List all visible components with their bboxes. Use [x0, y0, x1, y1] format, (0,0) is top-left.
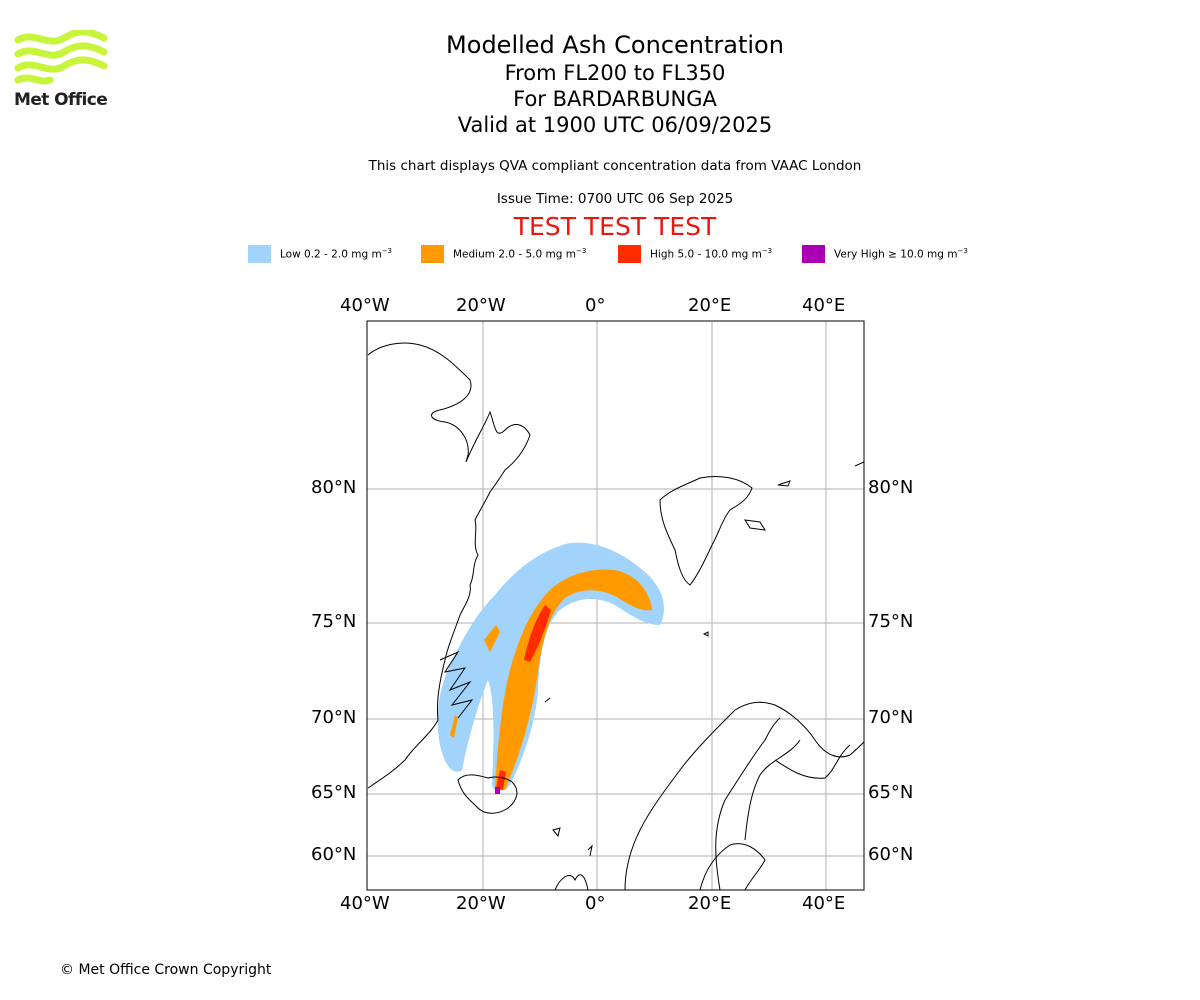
lon-label-bottom-20w: 20°W: [456, 893, 506, 914]
lat-label-right-60n: 60°N: [868, 844, 914, 865]
coast-bear-island: [544, 697, 551, 703]
lon-label-top-40w: 40°W: [340, 295, 390, 316]
lat-label-left-65n: 65°N: [311, 782, 357, 803]
map-background: [367, 321, 864, 890]
copyright-notice: © Met Office Crown Copyright: [60, 962, 272, 978]
legend-item-low: Low 0.2 - 2.0 mg m−3: [248, 244, 392, 264]
legend-swatch-very-high: [802, 245, 825, 263]
volcano-name: For BARDARBUNGA: [513, 87, 717, 111]
test-banner: TEST TEST TEST: [513, 212, 717, 241]
valid-time: Valid at 1900 UTC 06/09/2025: [457, 113, 773, 137]
legend-item-very-high: Very High ≥ 10.0 mg m−3: [802, 244, 968, 264]
lon-label-top-40e: 40°E: [802, 295, 846, 316]
met-office-logo: Met Office: [14, 30, 110, 112]
legend-label-medium: Medium 2.0 - 5.0 mg m: [453, 248, 576, 261]
logo-wordmark: Met Office: [14, 90, 108, 110]
coastlines: [367, 342, 864, 890]
border-sweden-finland: [744, 739, 801, 841]
chart-title-block: Modelled Ash Concentration From FL200 to…: [315, 30, 915, 138]
coast-faroes: [552, 827, 561, 838]
coast-svalbard-east: [744, 519, 766, 531]
ash-medium-patch-south: [450, 715, 458, 738]
lat-label-right-75n: 75°N: [868, 611, 914, 632]
coast-kola: [774, 744, 851, 779]
map-frame: [366, 320, 865, 891]
issue-time: Issue Time: 0700 UTC 06 Sep 2025: [496, 191, 734, 207]
lon-label-bottom-0: 0°: [585, 893, 606, 914]
legend-unit-exp: −3: [381, 247, 393, 256]
lat-label-left-70n: 70°N: [311, 707, 357, 728]
chart-title: Modelled Ash Concentration: [446, 31, 784, 59]
ash-medium-region: [495, 569, 652, 790]
legend-label-low: Low 0.2 - 2.0 mg m: [280, 248, 382, 261]
legend-swatch-high: [618, 245, 641, 263]
coast-scandinavia: [624, 701, 864, 890]
legend-unit-exp: −3: [575, 247, 587, 256]
ash-low-region: [437, 542, 665, 792]
lat-label-left-80n: 80°N: [311, 477, 357, 498]
coast-franz-josef: [777, 480, 791, 487]
legend-label-very-high: Very High ≥ 10.0 mg m: [834, 248, 958, 261]
coast-baltic: [699, 843, 766, 890]
legend-swatch-low: [248, 245, 271, 263]
chart-description: This chart displays QVA compliant concen…: [368, 158, 862, 174]
legend: Low 0.2 - 2.0 mg m−3 Medium 2.0 - 5.0 mg…: [0, 244, 1200, 264]
lat-label-right-80n: 80°N: [868, 477, 914, 498]
coast-greenland-fjords: [439, 650, 474, 719]
coast-greenland-north: [367, 342, 531, 789]
ash-high-near-source: [496, 770, 506, 790]
coast-shetland: [587, 844, 593, 857]
lon-label-top-20e: 20°E: [688, 295, 732, 316]
coast-jan-mayen: [702, 631, 709, 637]
lon-label-bottom-40e: 40°E: [802, 893, 846, 914]
lat-label-left-75n: 75°N: [311, 611, 357, 632]
legend-swatch-medium: [421, 245, 444, 263]
lon-label-bottom-40w: 40°W: [340, 893, 390, 914]
ash-very-high-region: [495, 787, 500, 794]
flight-levels: From FL200 to FL350: [504, 61, 726, 85]
ash-high-region: [524, 605, 551, 662]
lon-label-bottom-20e: 20°E: [688, 893, 732, 914]
met-office-waves-icon: [14, 30, 108, 85]
ash-medium-patch-west: [484, 625, 500, 652]
lon-label-top-0: 0°: [585, 295, 606, 316]
lon-label-top-20w: 20°W: [456, 295, 506, 316]
coast-iceland: [457, 774, 518, 814]
legend-label-high: High 5.0 - 10.0 mg m: [650, 248, 762, 261]
legend-item-medium: Medium 2.0 - 5.0 mg m−3: [421, 244, 586, 264]
lat-label-left-60n: 60°N: [311, 844, 357, 865]
coast-scotland: [554, 874, 589, 890]
lat-label-right-70n: 70°N: [868, 707, 914, 728]
coast-novaya-zemlya-tip: [854, 461, 864, 467]
coast-svalbard: [659, 475, 753, 586]
legend-unit-exp: −3: [761, 247, 773, 256]
border-norway-sweden: [715, 717, 781, 890]
legend-unit-exp: −3: [957, 247, 968, 256]
legend-item-high: High 5.0 - 10.0 mg m−3: [618, 244, 772, 264]
lat-label-right-65n: 65°N: [868, 782, 914, 803]
